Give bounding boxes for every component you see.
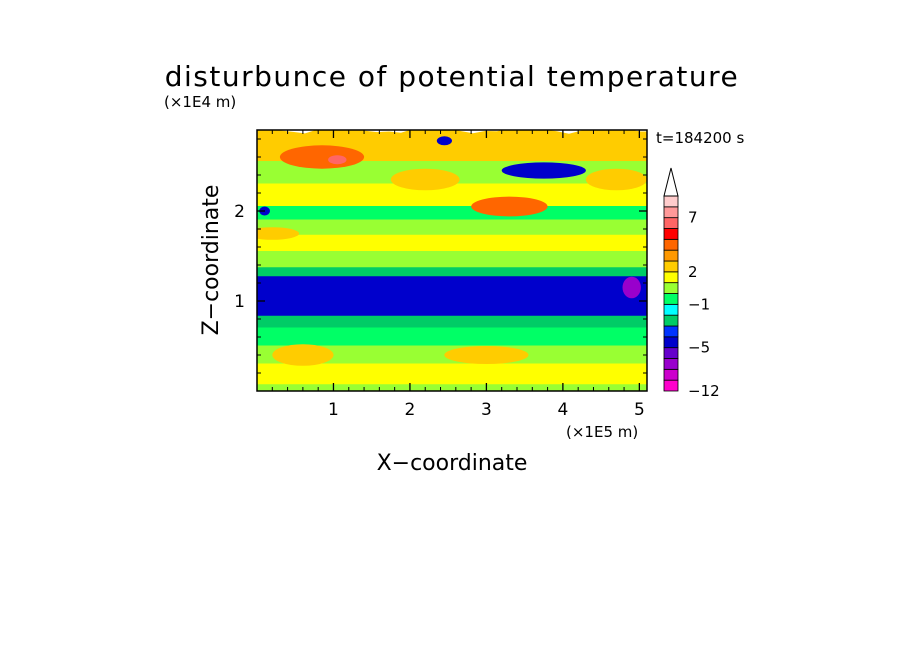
x-unit-label: (×1E5 m) xyxy=(566,423,638,441)
x-tick-label: 3 xyxy=(481,400,492,420)
colorbar-tick-label: 7 xyxy=(688,209,698,227)
contour-cell xyxy=(585,168,647,191)
colorbar-swatch xyxy=(663,238,679,251)
colorbar-swatch xyxy=(663,368,679,381)
colorbar-swatch xyxy=(663,314,679,327)
colorbar-swatch xyxy=(663,358,679,370)
contour-band xyxy=(257,268,647,316)
colorbar-tick-label: 2 xyxy=(688,263,698,281)
colorbar-extend-arrow xyxy=(663,167,679,197)
colorbar-swatch xyxy=(663,206,679,219)
x-tick-label: 5 xyxy=(634,400,645,420)
colorbar-tick-label: −5 xyxy=(688,339,710,357)
chart-title: disturbunce of potential temperature xyxy=(165,60,740,93)
colorbar-swatch xyxy=(663,379,679,392)
plot-frame xyxy=(256,129,648,392)
colorbar-swatch xyxy=(663,217,679,229)
contour-cell xyxy=(328,155,347,165)
y-axis-label: Z−coordinate xyxy=(199,185,224,336)
contour-cell xyxy=(622,276,641,299)
x-axis: 1 2 3 4 5 xyxy=(271,130,645,420)
colorbar-swatch xyxy=(663,325,679,338)
colorbar-swatch xyxy=(663,195,679,208)
time-label: t=184200 s xyxy=(656,129,744,147)
y-axis: 12 xyxy=(234,138,647,374)
contour-cell xyxy=(444,346,529,364)
y-tick-label: 1 xyxy=(234,292,245,312)
y-unit-label: (×1E4 m) xyxy=(164,93,236,111)
colorbar-swatch xyxy=(663,336,679,349)
x-axis-label: X−coordinate xyxy=(377,451,528,476)
colorbar-tick-label: −12 xyxy=(688,382,720,400)
contour-cell xyxy=(390,168,460,191)
colorbar-tick-label: −1 xyxy=(688,295,710,313)
contour-cell xyxy=(436,136,452,146)
x-tick-label: 2 xyxy=(405,400,416,420)
colorbar-swatch xyxy=(663,282,679,294)
contour-cell xyxy=(501,162,586,179)
colorbar-swatch xyxy=(663,271,679,284)
colorbar: −12−5−127 xyxy=(663,167,720,400)
x-tick-label: 4 xyxy=(557,400,568,420)
contour-cell xyxy=(345,331,414,343)
contour-plot-area xyxy=(257,130,647,391)
contour-cell xyxy=(279,145,365,169)
colorbar-swatch xyxy=(663,293,679,305)
colorbar-swatch xyxy=(663,260,679,273)
y-tick-label: 2 xyxy=(234,202,245,222)
colorbar-swatch xyxy=(663,228,679,240)
contour-band xyxy=(257,176,647,206)
colorbar-swatch xyxy=(663,347,679,359)
contour-cell xyxy=(471,196,548,217)
colorbar-swatch xyxy=(663,249,679,262)
contour-cell xyxy=(257,227,300,240)
contour-cell xyxy=(272,344,334,366)
contour-band xyxy=(257,308,647,328)
colorbar-swatch xyxy=(663,303,679,316)
x-tick-label: 1 xyxy=(328,400,339,420)
